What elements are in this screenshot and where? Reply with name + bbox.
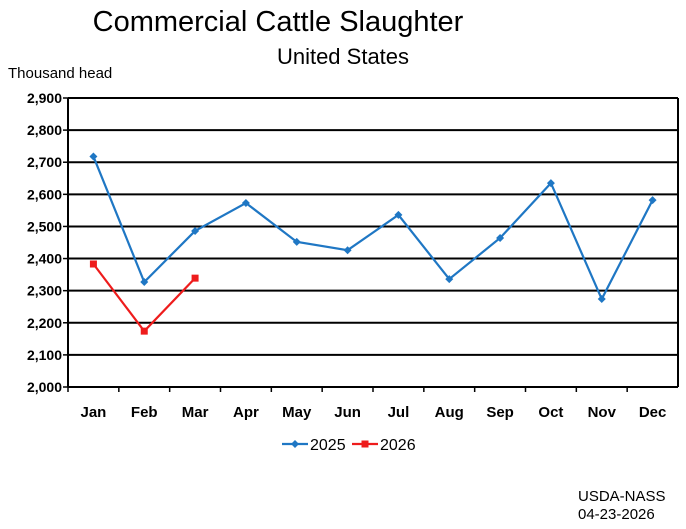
x-tick-label: Jan (80, 404, 106, 421)
data-point-2025 (394, 210, 403, 219)
data-point-2026 (89, 260, 97, 268)
data-point-2025 (292, 237, 301, 246)
y-tick-label: 2,500 (27, 218, 62, 234)
series-line-2026 (92, 263, 196, 333)
y-tick-label: 2,100 (27, 347, 62, 363)
y-tick-label: 2,900 (27, 90, 62, 106)
source-label: USDA-NASS (578, 488, 666, 505)
y-axis-label: Thousand head (8, 65, 113, 82)
x-tick-label: Oct (538, 404, 563, 421)
x-tick-label: Jun (334, 404, 361, 421)
date-label: 04-23-2026 (578, 506, 655, 523)
data-point-2025 (445, 275, 454, 284)
y-tick-label: 2,600 (27, 186, 62, 202)
legend-marker-2025 (291, 440, 299, 448)
x-tick-label: Apr (233, 404, 259, 421)
data-point-2025 (546, 179, 555, 188)
chart-subtitle: United States (276, 44, 410, 69)
data-point-2025 (597, 295, 606, 304)
data-point-2025 (140, 277, 149, 286)
data-point-2025 (648, 196, 657, 205)
y-tick-label: 2,400 (27, 251, 62, 267)
data-point-2025 (343, 246, 352, 255)
x-tick-label: Aug (435, 404, 464, 421)
x-tick-label: Feb (131, 404, 158, 421)
chart-title: Commercial Cattle Slaughter (92, 6, 464, 38)
y-tick-label: 2,200 (27, 315, 62, 331)
x-tick-label: Nov (588, 404, 617, 421)
data-point-2025 (496, 234, 505, 243)
legend-label-2025: 2025 (310, 437, 346, 454)
data-point-2026 (140, 327, 148, 335)
data-point-2025 (89, 152, 98, 161)
x-tick-label: Jul (388, 404, 410, 421)
y-tick-label: 2,700 (27, 154, 62, 170)
legend-marker-2026 (361, 440, 369, 448)
y-tick-label: 2,300 (27, 283, 62, 299)
x-tick-label: May (282, 404, 312, 421)
data-point-2026 (191, 274, 199, 282)
y-tick-label: 2,800 (27, 122, 62, 138)
data-point-2025 (241, 199, 250, 208)
x-tick-label: Dec (639, 404, 667, 421)
x-tick-label: Sep (486, 404, 514, 421)
legend-label-2026: 2026 (380, 437, 416, 454)
data-point-2025 (191, 226, 200, 235)
series-line-2025 (92, 156, 654, 302)
x-tick-label: Mar (182, 404, 209, 421)
y-tick-label: 2,000 (27, 379, 62, 395)
